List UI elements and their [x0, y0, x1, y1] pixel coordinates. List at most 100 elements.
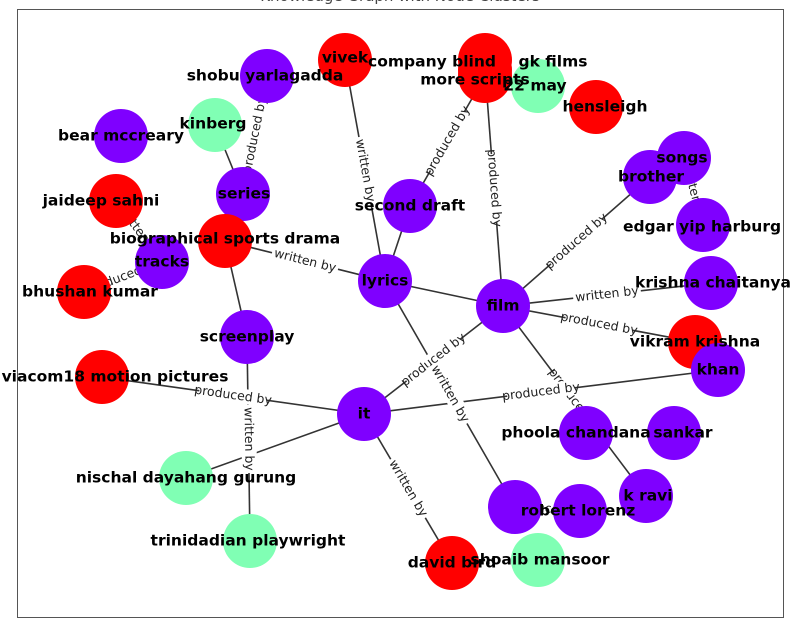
node-viacom[interactable] [75, 350, 129, 404]
plot-frame [17, 9, 784, 618]
node-label-company-blind: company blind [368, 53, 496, 71]
edge-label-text: written by [429, 362, 474, 425]
node-hensleigh[interactable] [569, 80, 623, 134]
node-label-bear: bear mccreary [58, 127, 184, 145]
node-label-shobu: shobu yarlagadda [187, 67, 344, 85]
node-label-viacom: viacom18 motion pictures [2, 368, 229, 386]
node-phoola[interactable] [559, 406, 613, 460]
node-label-screenplay: screenplay [200, 328, 295, 346]
node-khan[interactable] [691, 343, 745, 397]
node-label-second-draft: second draft [355, 197, 466, 215]
edge-label-bg [240, 100, 269, 170]
node-label-edgar: edgar yip harburg [623, 218, 781, 236]
node-robert-l[interactable] [553, 484, 607, 538]
node-label-series: series [218, 185, 270, 203]
node-lyrics[interactable] [358, 254, 412, 308]
node-more-scripts[interactable] [458, 49, 512, 103]
node-label-kinberg: kinberg [179, 115, 246, 133]
node-screenplay[interactable] [220, 310, 274, 364]
edge-label: written by [270, 244, 340, 277]
node-label-robert-l: robert lorenz [521, 502, 636, 520]
node-label-khan: khan [697, 361, 740, 379]
edge-label-bg [564, 309, 634, 338]
node-bhushan[interactable] [57, 265, 111, 319]
node-22-may[interactable] [511, 59, 565, 113]
edge-label-bg [572, 282, 642, 306]
edge-label-text: written by [386, 457, 432, 520]
node-edgar[interactable] [676, 198, 730, 252]
edge-label: produced by [421, 102, 473, 178]
edge-label: written by [384, 455, 433, 522]
node-label-trinidadian: trinidadian playwright [151, 532, 346, 550]
node-brother[interactable] [623, 150, 677, 204]
node-shobu[interactable] [240, 49, 294, 103]
node-label-sankar: sankar [653, 424, 712, 442]
node-trinidadian[interactable] [223, 514, 277, 568]
node-label-nischal: nischal dayahang gurung [76, 469, 297, 487]
edge-label: written by [352, 135, 379, 206]
node-david[interactable] [425, 536, 479, 590]
edge-label: produced by [484, 148, 505, 228]
node-label-vikram: vikram krishna [630, 333, 760, 351]
node-k-ravi[interactable] [619, 469, 673, 523]
edge-label-text: produced by [485, 148, 506, 228]
edge-label-text: produced by [397, 329, 468, 389]
edge-label: written by [241, 404, 258, 474]
node-label-biosports: biographical sports drama [110, 230, 341, 248]
node-label-krishna-c: krishna chaitanya [635, 274, 791, 292]
node-kinberg[interactable] [188, 98, 242, 152]
node-robert[interactable] [488, 480, 542, 534]
node-series[interactable] [216, 167, 270, 221]
edge-label-text: written by [574, 282, 639, 304]
node-label-film: film [487, 297, 520, 315]
node-nischal[interactable] [159, 451, 213, 505]
node-label-jaideep: jaideep sahni [42, 192, 160, 210]
node-label-bhushan: bhushan kumar [22, 283, 158, 301]
edge-label-bg [198, 382, 268, 408]
node-label-it: it [358, 405, 371, 423]
node-jaideep[interactable] [89, 174, 143, 228]
edge-label-bg [401, 332, 465, 387]
edge-label: written by [572, 282, 642, 306]
edge-label: produced by [193, 382, 273, 408]
edge-label-text: written by [353, 138, 379, 204]
edge-label-text: produced by [193, 382, 273, 408]
edge-label-text: produced by [239, 94, 269, 174]
edge-label-bg [545, 213, 607, 270]
node-biosports[interactable] [198, 214, 252, 268]
node-film[interactable] [476, 279, 530, 333]
edge-label-bg [241, 404, 257, 474]
node-shoaib[interactable] [511, 533, 565, 587]
edge-label-bg [506, 379, 576, 404]
edge-label-bg [384, 455, 433, 522]
node-vivek[interactable] [318, 33, 372, 87]
edge-label: produced by [397, 329, 468, 389]
edge-label: produced by [239, 94, 269, 174]
node-label-phoola: phoola chandana [501, 424, 650, 442]
node-label-k-ravi: k ravi [623, 487, 672, 505]
edge-label-text: written by [242, 407, 258, 471]
edge-label: produced by [559, 308, 639, 338]
edge-it-nischal [185, 413, 365, 479]
chart-title: Knowledge Graph with Node Clusters [0, 0, 800, 5]
node-krishna-c[interactable] [684, 256, 738, 310]
node-label-songs: songs [656, 149, 707, 167]
edge-label: written by [426, 360, 474, 427]
edge-label-text: produced by [421, 102, 473, 178]
edge-label-text: produced by [559, 308, 639, 337]
node-second-draft[interactable] [383, 179, 437, 233]
node-bear[interactable] [94, 109, 148, 163]
node-label-gk-films: gk films [519, 53, 588, 71]
edge-label-bg [423, 107, 471, 174]
nodes-layer [57, 33, 745, 590]
node-label-hensleigh: hensleigh [562, 98, 647, 116]
edge-label-text: produced by [542, 209, 611, 272]
edge-label-bg [270, 244, 340, 277]
node-label-vivek: vivek [322, 49, 369, 67]
node-it[interactable] [337, 387, 391, 441]
edge-label-bg [352, 135, 379, 206]
node-tracks[interactable] [135, 235, 189, 289]
node-sankar[interactable] [647, 406, 701, 460]
